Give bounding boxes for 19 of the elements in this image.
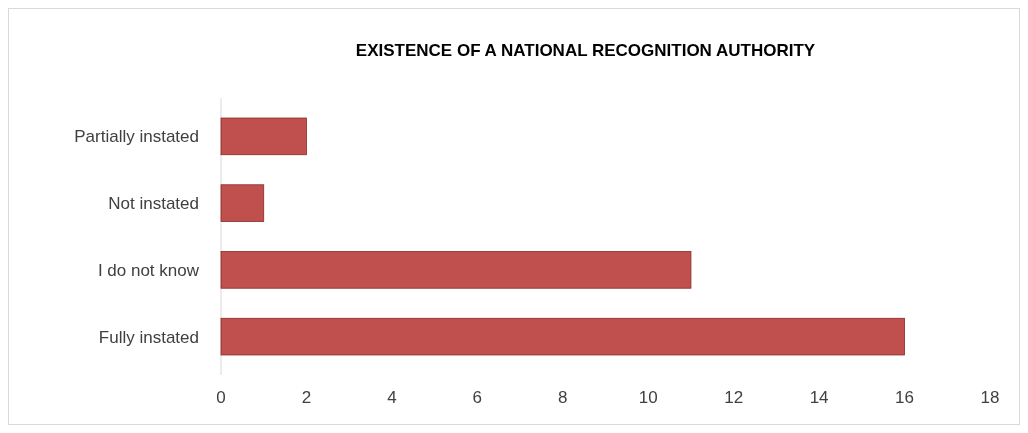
x-tick-label: 2 xyxy=(301,388,312,407)
x-tick-label: 6 xyxy=(472,388,483,407)
x-tick-label: 18 xyxy=(980,388,1000,407)
y-tick-label: Fully instated xyxy=(98,327,199,347)
x-tick-label: 10 xyxy=(638,388,658,407)
x-tick-label: 16 xyxy=(895,388,915,407)
y-tick-label: Partially instated xyxy=(74,127,199,147)
x-tick-label: 14 xyxy=(809,388,829,407)
bar xyxy=(220,317,905,356)
y-tick-label: Not instated xyxy=(108,194,199,214)
bar xyxy=(220,117,307,156)
chart-title: EXISTENCE OF A NATIONAL RECOGNITION AUTHORITY xyxy=(355,41,816,60)
x-tick-label: 8 xyxy=(558,388,568,407)
y-tick-label: I do not know xyxy=(97,260,200,280)
x-tick-label: 4 xyxy=(387,388,397,407)
bar xyxy=(220,184,265,222)
bar xyxy=(220,251,692,289)
x-tick-label: 0 xyxy=(216,388,226,407)
x-tick-label: 12 xyxy=(724,388,744,407)
